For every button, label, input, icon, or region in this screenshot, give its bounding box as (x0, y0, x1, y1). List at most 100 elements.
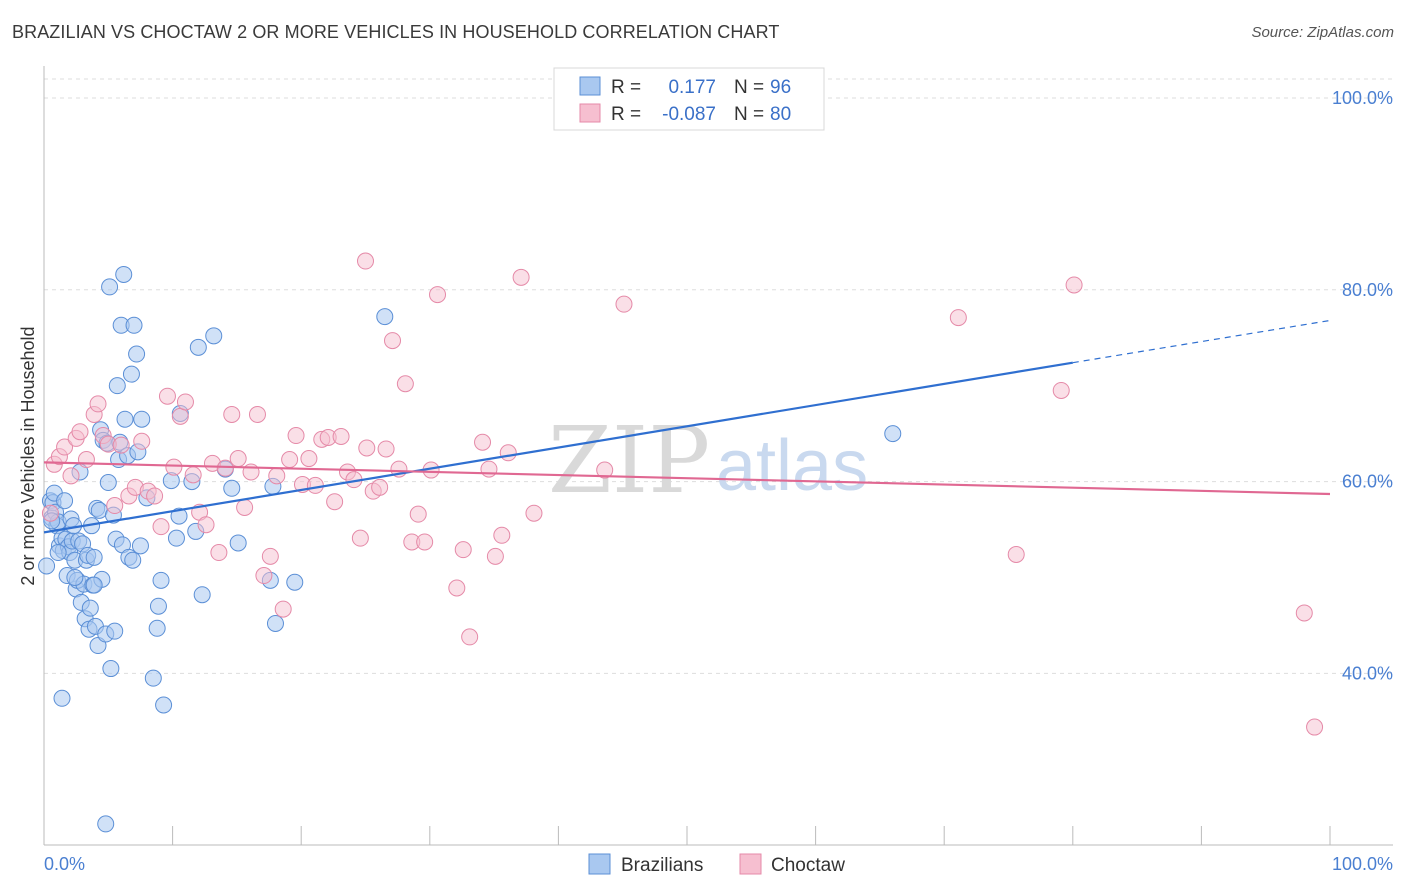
point-brazilians-89 (884, 425, 902, 443)
point-choctaw-60 (416, 533, 434, 551)
point-choctaw-13 (112, 436, 130, 454)
legend-r-value-2: -0.087 (662, 104, 716, 125)
point-brazilians-56 (116, 410, 134, 428)
point-choctaw-40 (287, 427, 305, 445)
point-choctaw-43 (306, 476, 324, 494)
point-choctaw-74 (615, 295, 633, 313)
point-choctaw-69 (493, 526, 511, 544)
point-brazilians-69 (149, 597, 167, 615)
bottom-legend-label-brazilians: Brazilians (621, 855, 703, 876)
chart-title: BRAZILIAN VS CHOCTAW 2 OR MORE VEHICLES … (12, 22, 780, 42)
point-choctaw-62 (429, 286, 447, 304)
point-brazilians-50 (108, 377, 126, 395)
point-choctaw-38 (274, 600, 292, 618)
point-choctaw-7 (77, 451, 95, 469)
point-brazilians-71 (155, 696, 173, 714)
legend-n-value-1: 96 (770, 77, 791, 98)
legend-n-value-2: 80 (770, 104, 791, 125)
point-choctaw-6 (71, 423, 89, 441)
point-choctaw-50 (351, 529, 369, 547)
point-brazilians-74 (170, 507, 188, 525)
legend-swatch-choctaw (579, 103, 601, 123)
point-choctaw-30 (223, 405, 241, 423)
point-choctaw-80 (1306, 718, 1324, 736)
trend-line-choctaw (43, 461, 1331, 496)
legend-r-label-1: R = (611, 77, 641, 98)
point-brazilians-73 (167, 529, 185, 547)
watermark-zip: ZIP (548, 407, 710, 514)
bottom-legend-swatch-brazilians (588, 853, 611, 875)
point-choctaw-18 (146, 487, 164, 505)
point-choctaw-42 (300, 450, 318, 468)
point-choctaw-77 (1052, 381, 1070, 399)
point-choctaw-28 (210, 544, 228, 562)
point-brazilians-31 (81, 599, 99, 617)
point-brazilians-83 (229, 534, 247, 552)
point-brazilians-80 (205, 327, 223, 345)
bottom-legend-swatch-choctaw (739, 853, 762, 875)
series-legend: Brazilians Choctaw (588, 853, 845, 876)
point-brazilians-93 (85, 576, 103, 594)
point-choctaw-73 (596, 461, 614, 479)
y-tick-label-60: 60.0% (1342, 472, 1393, 492)
point-choctaw-4 (62, 467, 80, 485)
point-brazilians-55 (115, 265, 133, 283)
point-choctaw-53 (371, 478, 389, 496)
point-choctaw-16 (133, 432, 151, 450)
point-brazilians-79 (193, 586, 211, 604)
point-choctaw-47 (332, 427, 350, 445)
point-brazilians-68 (148, 619, 166, 637)
point-choctaw-24 (184, 466, 202, 484)
watermark: ZIP atlas (548, 407, 868, 514)
point-choctaw-66 (474, 433, 492, 451)
watermark-atlas: atlas (716, 426, 868, 506)
point-choctaw-59 (409, 505, 427, 523)
point-choctaw-22 (171, 407, 189, 425)
point-choctaw-19 (152, 518, 170, 536)
point-brazilians-38 (90, 501, 108, 519)
trend-line-brazilians (43, 361, 1073, 534)
legend-n-label-1: N = (734, 77, 764, 98)
point-brazilians-11 (56, 492, 74, 510)
point-choctaw-0 (41, 504, 59, 522)
y-tick-label-100: 100.0% (1332, 88, 1393, 108)
point-choctaw-71 (512, 268, 530, 286)
point-brazilians-86 (266, 614, 284, 632)
point-choctaw-78 (1065, 276, 1083, 294)
trend-lines (43, 319, 1331, 534)
trend-line-brazilians-extension (1072, 319, 1331, 364)
point-brazilians-90 (53, 689, 71, 707)
point-choctaw-55 (384, 332, 402, 350)
point-brazilians-65 (133, 410, 151, 428)
point-choctaw-20 (158, 387, 176, 405)
source-label: Source: ZipAtlas.com (1251, 24, 1394, 41)
series-choctaw (41, 252, 1324, 736)
point-brazilians-45 (101, 278, 119, 296)
point-choctaw-65 (461, 628, 479, 646)
point-choctaw-46 (326, 493, 344, 511)
point-brazilians-46 (102, 660, 120, 678)
point-choctaw-31 (229, 450, 247, 468)
y-tick-labels: 100.0% 80.0% 60.0% 40.0% (1332, 88, 1393, 683)
point-choctaw-51 (358, 439, 376, 457)
point-brazilians-67 (144, 669, 162, 687)
point-choctaw-79 (1295, 604, 1313, 622)
point-choctaw-70 (499, 444, 517, 462)
point-brazilians-62 (128, 345, 146, 363)
legend-r-label-2: R = (611, 104, 641, 125)
point-brazilians-88 (376, 308, 394, 326)
point-choctaw-12 (106, 497, 124, 515)
point-brazilians-94 (49, 544, 67, 562)
point-choctaw-39 (281, 451, 299, 469)
point-choctaw-64 (454, 541, 472, 559)
point-brazilians-44 (99, 474, 117, 492)
point-choctaw-32 (236, 498, 254, 516)
point-brazilians-60 (124, 551, 142, 569)
point-choctaw-37 (268, 467, 286, 485)
legend-n-label-2: N = (734, 104, 764, 125)
point-brazilians-0 (38, 557, 56, 575)
point-brazilians-82 (223, 479, 241, 497)
point-choctaw-26 (197, 516, 215, 534)
point-choctaw-72 (525, 504, 543, 522)
